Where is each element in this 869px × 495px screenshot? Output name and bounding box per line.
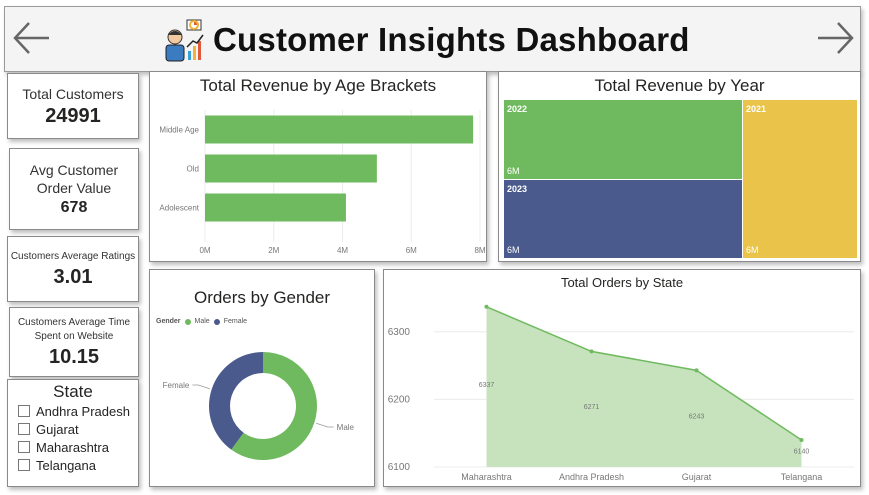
kpi-avg-ratings: Customers Average Ratings 3.01 [7, 236, 139, 302]
bar-chart: 0M 2M 4M 6M 8M Middle Age Old Adolescent [159, 110, 486, 255]
x-tick-label: 0M [199, 246, 210, 255]
kpi-value: 24991 [45, 104, 101, 127]
leader-line [192, 384, 210, 390]
bar[interactable] [205, 154, 377, 183]
chart-legend: Gender Male Female [156, 318, 247, 325]
orders-by-gender-chart: Orders by Gender Gender Male Female Male… [149, 269, 375, 487]
donut-slice[interactable] [209, 352, 263, 450]
analyst-chart-icon [165, 19, 204, 62]
donut-chart: Male Female [163, 352, 355, 460]
treemap-value: 6M [507, 166, 520, 176]
state-slicer: State Andhra Pradesh Gujarat Maharashtra Te… [7, 379, 139, 487]
chart-title: Total Revenue by Year [594, 76, 765, 95]
slicer-item-label: Maharashtra [36, 439, 109, 455]
checkbox[interactable] [18, 459, 30, 471]
slicer-title: State [53, 382, 93, 401]
slicer-item-label: Andhra Pradesh [36, 403, 130, 419]
arrow-right-icon[interactable] [814, 17, 856, 59]
slicer-item-label: Gujarat [36, 421, 79, 437]
page-title: Customer Insights Dashboard [213, 21, 690, 58]
kpi-label: Customers Average Ratings [10, 250, 136, 262]
treemap-label: 2023 [507, 184, 528, 194]
kpi-avg-time: Customers Average Time Spent on Website … [9, 307, 139, 377]
data-point[interactable] [589, 349, 594, 354]
checkbox[interactable] [18, 405, 30, 417]
kpi-value: 10.15 [48, 345, 100, 368]
x-tick-label: Gujarat [682, 472, 712, 482]
leader-line [316, 422, 334, 428]
bar[interactable] [205, 115, 474, 144]
data-label: 6243 [689, 414, 705, 421]
data-label: 6140 [794, 448, 810, 455]
x-tick-label: 4M [337, 246, 348, 255]
y-tick-label: Middle Age [159, 126, 199, 135]
data-point[interactable] [799, 437, 804, 442]
chart-title: Orders by Gender [193, 288, 331, 307]
data-point[interactable] [694, 368, 699, 373]
area-line [486, 306, 802, 441]
treemap-value: 6M [746, 245, 759, 255]
slice-label: Male [337, 423, 355, 432]
y-tick-label: Adolescent [159, 204, 199, 213]
bar[interactable] [205, 193, 346, 222]
slicer-list: Andhra Pradesh Gujarat Maharashtra Telangan… [8, 402, 138, 474]
revenue-by-year-chart: Total Revenue by Year 2022 6M 2023 6M 20… [498, 71, 861, 262]
treemap-tile-2023[interactable]: 2023 6M [504, 180, 742, 258]
data-label: 6337 [479, 382, 495, 389]
x-tick-label: Telangana [781, 472, 823, 482]
donut-slice[interactable] [231, 352, 317, 460]
checkbox[interactable] [18, 441, 30, 453]
title-block: Customer Insights Dashboard [161, 15, 690, 65]
x-tick-label: Maharashtra [461, 472, 512, 482]
legend-dot-male [184, 318, 191, 325]
kpi-total-customers: Total Customers 24991 [7, 73, 139, 139]
x-tick-label: 8M [474, 246, 485, 255]
arrow-left-icon[interactable] [11, 17, 53, 59]
x-tick-label: Andhra Pradesh [559, 472, 624, 482]
kpi-value: 3.01 [53, 265, 93, 288]
slicer-item[interactable]: Maharashtra [18, 438, 138, 456]
treemap-tile-2022[interactable]: 2022 6M [504, 100, 742, 179]
x-tick-label: 6M [406, 246, 417, 255]
y-tick-label: 6200 [388, 394, 411, 405]
slicer-item[interactable]: Andhra Pradesh [18, 402, 138, 420]
kpi-label: Avg Customer Order Value [29, 162, 119, 196]
slicer-item[interactable]: Gujarat [18, 420, 138, 438]
treemap-value: 6M [507, 245, 520, 255]
data-point[interactable] [484, 304, 489, 309]
treemap-tile-2021[interactable]: 2021 6M [743, 100, 857, 258]
slicer-item-label: Telangana [36, 457, 96, 473]
y-tick-label: Old [187, 165, 199, 174]
kpi-label: Customers Average Time Spent on Website [17, 316, 131, 342]
kpi-avg-order-value: Avg Customer Order Value 678 [9, 148, 139, 230]
data-label: 6271 [584, 404, 600, 411]
checkbox[interactable] [18, 423, 30, 435]
area-fill [486, 306, 802, 467]
orders-by-state-chart: Total Orders by State 6100 6200 6300 6337 Ma… [383, 269, 861, 487]
kpi-value: 678 [60, 199, 88, 216]
legend-label-female: Female [223, 318, 248, 325]
legend-label-male: Male [194, 318, 210, 325]
slicer-item[interactable]: Telangana [18, 456, 138, 474]
area-chart: 6100 6200 6300 6337 Maharashtra 6271 Andhra Pr… [388, 304, 854, 482]
legend-title: Gender [156, 318, 181, 325]
revenue-by-age-chart: Total Revenue by Age Brackets 0M 2M 4M 6M 8M… [149, 71, 487, 262]
treemap-label: 2022 [507, 104, 528, 114]
treemap-label: 2021 [746, 104, 767, 114]
chart-title: Total Revenue by Age Brackets [199, 76, 437, 95]
x-tick-label: 2M [268, 246, 279, 255]
kpi-label: Total Customers [22, 85, 124, 102]
y-tick-label: 6100 [388, 462, 411, 473]
slice-label: Female [163, 381, 190, 390]
chart-title: Total Orders by State [560, 275, 684, 290]
dashboard-header: Customer Insights Dashboard [4, 6, 861, 72]
y-tick-label: 6300 [388, 327, 411, 338]
legend-dot-female [213, 318, 220, 325]
